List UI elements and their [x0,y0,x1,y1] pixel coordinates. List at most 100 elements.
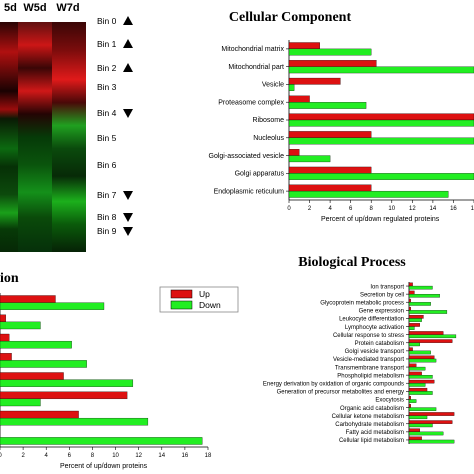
x-tick-label: 16 [182,453,189,459]
heatmap-bin-label: Bin 5 [97,133,117,143]
x-tick-label: 18 [205,453,212,459]
category-label: Gene expression [359,309,404,315]
bar-down [408,415,428,420]
bar-up [408,355,435,360]
bar-up [288,166,372,174]
bar-down [408,293,440,298]
bar-up [288,77,341,85]
category-label: Ion transport [370,284,404,290]
bar-down [408,310,448,314]
bar-up [408,436,422,441]
bar-down [408,383,426,387]
heatmap-bin-label: Bin 9 [97,226,117,236]
x-tick-label: 4 [328,206,332,212]
bar-down [288,173,474,180]
x-tick-label: 0 [0,453,2,459]
bar-up [288,95,310,103]
heatmap-column-label: 5d [4,2,17,14]
x-tick-label: 0 [287,206,291,212]
heatmap-bin-label: Bin 4 [97,108,117,118]
bar-up [408,347,413,352]
x-tick-label: 12 [409,206,416,212]
bar-up [408,282,413,287]
bar-up [408,420,453,424]
bar-down [408,350,431,355]
bar-down [408,358,437,363]
bar-up [408,323,420,327]
bar-up [408,298,411,303]
bar-down [408,366,426,371]
category-label: Golgi apparatus [235,171,285,178]
category-label: Proteasome complex [218,99,284,106]
category-label: Transmembrane transport [335,365,404,371]
category-label: Mitochondrial part [228,64,284,71]
bar-up [408,306,411,311]
category-label: Lymphocyte activation [345,325,404,331]
bar-up [288,149,300,156]
x-tick-label: 2 [21,453,25,459]
bar-down [408,423,433,428]
bar-down [408,318,422,322]
heatmap-bin-label: Bin 1 [97,39,117,49]
bar-down [408,431,444,436]
bar-up [408,387,428,392]
bar-up [0,410,79,419]
heatmap-bin-label: Bin 6 [97,160,117,170]
legend: Up Down [159,286,239,313]
bar-down [288,102,367,109]
down-triangle-icon [123,213,133,222]
bar-up [408,404,411,408]
bar-down [288,119,474,127]
bar-up [408,331,444,335]
bar-up [408,371,422,376]
category-label: Secretion by cell [360,292,404,298]
bar-up [408,290,415,295]
bar-down [408,407,437,411]
bar-down [288,84,295,91]
bar-down [408,391,433,395]
bar-up [408,428,420,433]
cellular-component-title: Cellular Component [229,10,352,25]
category-label: Carbohydrate metabolism [335,422,404,428]
x-tick-label: 18 [471,206,474,212]
bar-up [0,295,56,303]
bar-up [408,412,455,416]
heatmap-bin-label: Bin 7 [97,190,117,200]
bar-down [408,334,457,339]
heatmap-bin-label: Bin 3 [97,82,117,92]
bar-down [408,326,415,330]
legend-down-label: Down [199,300,221,310]
category-label: Leukocyte differentiation [339,317,404,323]
heatmap-bin-label: Bin 0 [97,16,117,26]
category-label: Golgi vesicle transport [345,349,405,355]
bar-up [0,314,6,323]
x-tick-label: 8 [91,453,95,459]
up-triangle-icon [123,39,133,48]
down-triangle-icon [123,109,133,118]
bar-down [0,302,105,310]
category-label: Cellular lipid metabolism [339,438,404,444]
bar-down [0,379,134,387]
heatmap-column-3 [52,22,86,252]
biological-process-chart: Ion transport Secretion by cell Glycoprote… [263,282,457,444]
bar-up [288,184,372,192]
biological-process-title: Biological Process [298,255,406,270]
x-axis-label: Percent of up/down proteins [60,463,148,470]
bar-up [0,391,128,400]
down-triangle-icon [123,227,133,236]
bar-up [408,339,453,343]
x-tick-label: 6 [349,206,353,212]
down-triangle-icon [123,191,133,200]
bar-down [408,439,455,444]
category-label: Exocytosis [375,398,404,404]
category-label: Glycoprotein metabolic process [320,300,404,306]
cellular-component-chart: 0 2 4 6 8 10 12 14 16 18 Percent of up/down regula… [209,40,474,223]
heatmap-column-1 [0,22,18,252]
bar-down [0,340,72,349]
bar-down [288,190,449,198]
bar-up [408,363,417,368]
legend-up-label: Up [199,289,210,299]
bar-down [408,374,433,379]
